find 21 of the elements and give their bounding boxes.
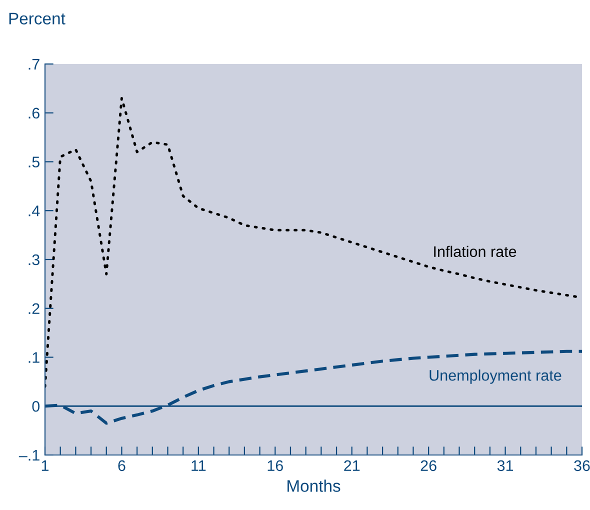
- x-tick-label: 26: [420, 460, 436, 472]
- x-tick-label: 36: [574, 460, 590, 472]
- x-tick-label: 16: [268, 460, 283, 472]
- y-tick-label: –.1: [18, 450, 40, 461]
- x-axis-title: Months: [288, 480, 340, 492]
- series-label: Inflation rate: [434, 246, 516, 258]
- x-tick-label: 1: [42, 460, 49, 471]
- y-tick-label: .3: [28, 254, 40, 266]
- x-tick-label: 6: [118, 460, 126, 472]
- y-tick-label: .4: [28, 206, 40, 216]
- y-tick-label: .6: [28, 108, 40, 119]
- x-tick-label: 21: [344, 460, 360, 471]
- y-tick-label: .5: [28, 156, 40, 168]
- y-tick-label: 0: [32, 400, 40, 412]
- y-tick-label: .2: [28, 303, 40, 314]
- y-axis-title: Percent: [9, 12, 66, 24]
- y-tick-label: .7: [28, 59, 40, 70]
- y-tick-label: .1: [28, 352, 40, 363]
- x-tick-label: 31: [497, 460, 514, 472]
- series-label: Unemployment rate: [430, 370, 562, 384]
- x-tick-label: 11: [192, 460, 206, 471]
